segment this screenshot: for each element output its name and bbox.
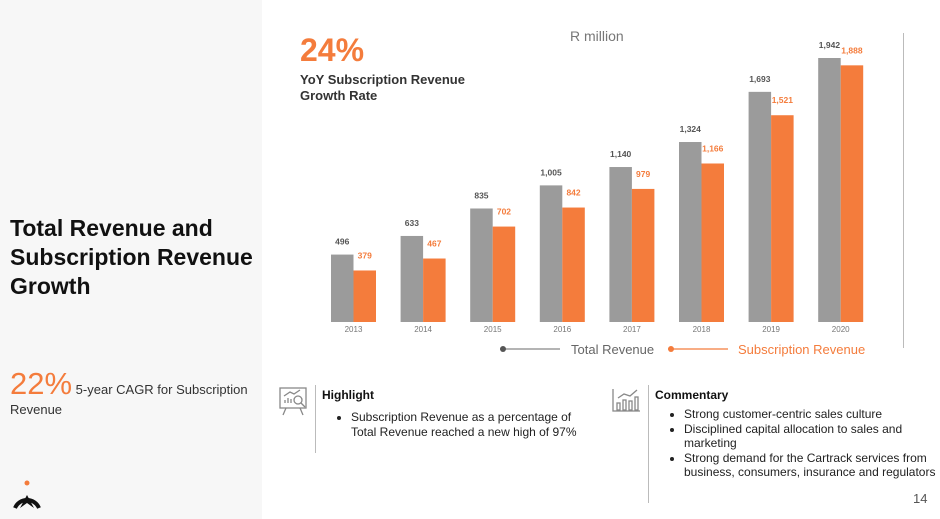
subscription-revenue-bar [492, 226, 516, 322]
growth-value: 24% [300, 32, 365, 68]
left-panel [0, 0, 262, 519]
subscription-revenue-bar [701, 163, 724, 322]
total-revenue-bar [818, 58, 841, 322]
total-revenue-bar [539, 185, 563, 322]
commentary-item: Strong demand for the Cartrack services … [684, 451, 940, 480]
data-label: 1,888 [841, 45, 863, 55]
data-label: 496 [335, 237, 349, 247]
subscription-revenue-bar [840, 65, 864, 323]
bar-chart-growth-icon [612, 389, 640, 412]
subscription-revenue-bar [353, 270, 376, 322]
total-revenue-bar [470, 208, 493, 322]
cagr-stat: 22% 5-year CAGR for Subscription Revenue [10, 368, 250, 420]
cartrack-logo-icon [13, 480, 41, 509]
subscription-revenue-bar [631, 188, 655, 322]
legend-marker [668, 346, 674, 352]
data-label: 1,005 [540, 167, 562, 177]
presentation-analytics-icon [279, 387, 307, 416]
x-tick-label: 2014 [414, 325, 432, 334]
data-label: 835 [474, 190, 488, 200]
chart-unit: R million [570, 28, 624, 44]
data-label: 1,521 [772, 95, 794, 105]
data-label: 702 [497, 207, 511, 217]
highlight-title: Highlight [322, 388, 374, 402]
x-tick-label: 2015 [484, 325, 502, 334]
data-label: 1,324 [680, 124, 702, 134]
data-label: 979 [636, 169, 650, 179]
total-revenue-bar [331, 254, 354, 322]
total-revenue-bar [400, 235, 424, 322]
data-label: 842 [566, 188, 580, 198]
subscription-revenue-bar [562, 207, 585, 322]
chart-divider [903, 33, 904, 348]
total-revenue-bar [609, 167, 632, 322]
total-revenue-bar [679, 142, 702, 322]
subscription-revenue-bar [423, 258, 446, 322]
x-tick-label: 2017 [623, 325, 641, 334]
growth-label: YoY Subscription Revenue Growth Rate [300, 72, 465, 103]
x-tick-label: 2018 [693, 325, 711, 334]
revenue-bar-chart: 496 379 2013 633 467 2014 835 702 2015 1,005 842 20… [331, 40, 865, 357]
legend-label: Subscription Revenue [738, 342, 865, 357]
legend-label: Total Revenue [571, 342, 654, 357]
legend-marker [500, 346, 506, 352]
data-label: 1,942 [819, 40, 841, 50]
highlight-list: Subscription Revenue as a percentage of … [337, 410, 591, 439]
commentary-item: Strong customer-centric sales culture [684, 407, 940, 422]
data-label: 1,140 [610, 149, 632, 159]
data-label: 633 [405, 218, 419, 228]
highlight-item: Subscription Revenue as a percentage of … [351, 410, 591, 439]
commentary-item: Disciplined capital allocation to sales … [684, 422, 940, 451]
data-label: 1,693 [749, 74, 771, 84]
page-number: 14 [913, 491, 928, 506]
x-tick-label: 2016 [553, 325, 571, 334]
commentary-list: Strong customer-centric sales culture Di… [670, 407, 940, 480]
data-label: 1,166 [702, 143, 724, 153]
cagr-text: 5-year CAGR for Subscription Revenue [10, 382, 248, 417]
x-tick-label: 2020 [832, 325, 850, 334]
total-revenue-bar [748, 91, 772, 322]
cagr-value: 22% [10, 366, 73, 401]
x-tick-label: 2019 [762, 325, 780, 334]
page-title: Total Revenue and Subscription Revenue G… [10, 215, 253, 299]
commentary-divider [648, 385, 649, 503]
data-label: 467 [427, 239, 441, 249]
commentary-title: Commentary [655, 388, 729, 402]
highlight-divider [315, 385, 316, 453]
data-label: 379 [358, 250, 372, 260]
x-tick-label: 2013 [345, 325, 363, 334]
subscription-revenue-bar [771, 115, 794, 322]
